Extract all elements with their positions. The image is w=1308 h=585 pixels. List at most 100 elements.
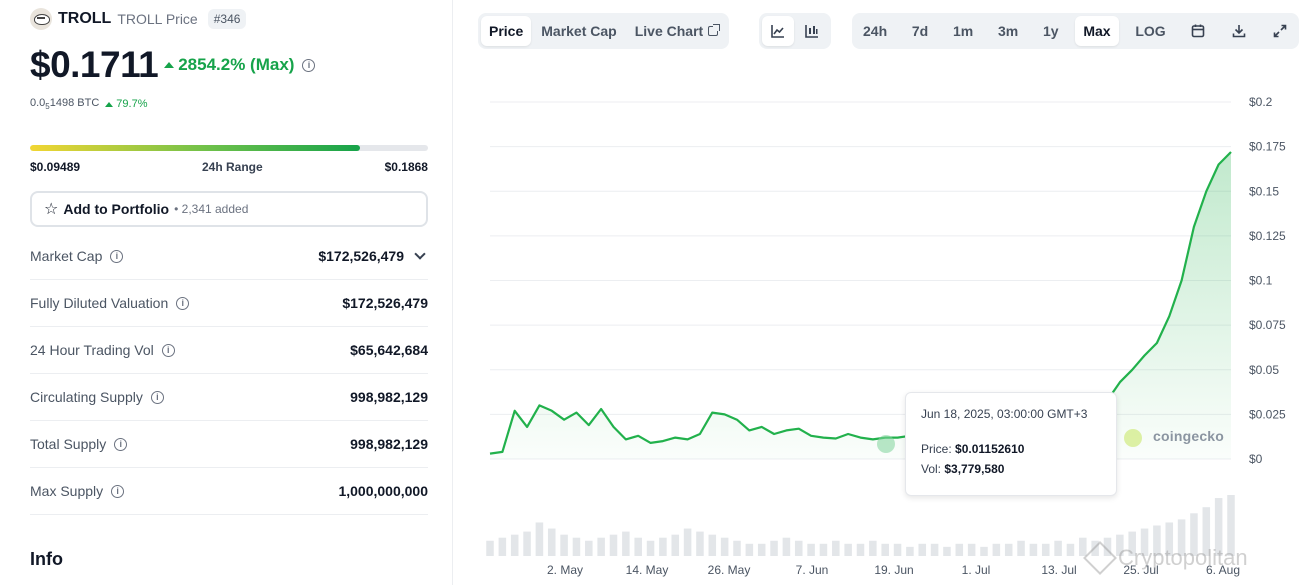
tab-range-24h[interactable]: 24h [863, 23, 888, 39]
rank-badge: #346 [207, 9, 247, 29]
price-chart[interactable]: $0.2 $0.175 $0.15 $0.125 $0.1 $0.075 $0.05 $0.0… [486, 80, 1308, 585]
range-bar [30, 145, 428, 151]
volume-bar [881, 543, 889, 556]
tab-live-chart-label: Live Chart [634, 23, 704, 39]
range-high: $0.1868 [384, 160, 428, 174]
candlestick-icon [805, 25, 818, 38]
x-tick-label: 6. Aug [1206, 563, 1240, 577]
volume-bar [659, 537, 667, 556]
info-heading: Info [30, 549, 63, 569]
x-tick-label: 14. May [626, 563, 669, 577]
tab-live-chart[interactable]: Live Chart [627, 16, 726, 46]
stat-value: $172,526,479 [318, 248, 404, 264]
stat-value: 998,982,129 [350, 436, 428, 452]
fullscreen-button[interactable] [1264, 16, 1296, 46]
volume-bar [547, 528, 556, 556]
volume-bar [683, 528, 692, 556]
volume-bar [1177, 519, 1186, 556]
stat-row-total-supply: Total Supply i 998,982,129 [30, 421, 428, 468]
cryptopolitan-watermark: Cryptopolitan [1083, 541, 1248, 575]
volume-bar [572, 537, 581, 556]
volume-bar [733, 540, 741, 556]
coin-header: TROLL TROLL Price #346 [30, 8, 247, 30]
range-label: 24h Range [201, 160, 263, 174]
hover-markers [877, 429, 1142, 453]
btc-price: 0.051498 BTC [30, 97, 100, 112]
info-icon[interactable]: i [176, 296, 190, 310]
tab-log-scale[interactable]: LOG [1135, 23, 1166, 39]
chart-view-tabs: Price Market Cap Live Chart [478, 13, 730, 49]
stat-label: Fully Diluted Valuation [30, 295, 169, 311]
volume-bar [486, 540, 494, 556]
volume-bar [1165, 522, 1174, 556]
volume-bar [1029, 543, 1038, 556]
tab-range-max[interactable]: Max [1075, 16, 1119, 46]
tab-range-1y[interactable]: 1y [1043, 23, 1059, 39]
volume-bar [1214, 498, 1223, 556]
stat-label: Circulating Supply [30, 389, 143, 405]
volume-bar [1066, 543, 1075, 556]
volume-bar [585, 540, 593, 556]
chevron-down-icon[interactable] [414, 248, 426, 260]
stat-row-fdv: Fully Diluted Valuation i $172,526,479 [30, 280, 428, 327]
troll-logo-icon [30, 8, 52, 30]
volume-bar [794, 540, 803, 556]
y-tick-label: $0.15 [1249, 184, 1279, 198]
volume-bar [943, 546, 951, 556]
volume-bar [893, 543, 902, 556]
volume-bar [832, 540, 840, 556]
volume-bars [486, 495, 1235, 556]
caret-up-icon [164, 62, 175, 68]
volume-bar [1004, 543, 1013, 556]
volume-bar [1079, 537, 1087, 556]
line-chart-button[interactable] [762, 16, 794, 46]
info-icon[interactable]: i [110, 249, 124, 263]
tab-market-cap[interactable]: Market Cap [541, 23, 617, 39]
volume-bar [1128, 531, 1136, 556]
price-change: 2854.2% (Max) [164, 55, 294, 75]
tooltip-vol-label: Vol: [921, 462, 942, 476]
volume-bar [671, 534, 680, 556]
tab-range-7d[interactable]: 7d [911, 23, 929, 39]
volume-bar [918, 543, 927, 556]
tab-range-3m[interactable]: 3m [998, 23, 1019, 39]
volume-bar [1054, 540, 1062, 556]
line-chart-icon [771, 25, 784, 38]
coingecko-logo: coingecko [1153, 428, 1225, 444]
volume-bar [757, 543, 766, 556]
volume-bar [819, 543, 828, 556]
download-button[interactable] [1223, 16, 1255, 46]
x-tick-label: 1. Jul [962, 563, 991, 577]
stat-label: 24 Hour Trading Vol [30, 342, 154, 358]
info-icon[interactable]: i [150, 390, 164, 404]
info-icon[interactable]: i [111, 484, 125, 498]
info-icon[interactable]: i [114, 437, 128, 451]
info-icon[interactable]: i [302, 58, 316, 72]
y-tick-label: $0 [1249, 452, 1263, 466]
volume-bar [1116, 534, 1124, 556]
volume-bar [1202, 507, 1211, 556]
tab-price[interactable]: Price [481, 16, 532, 46]
volume-bar [906, 546, 914, 556]
btc-change-value: 79.7% [116, 98, 148, 111]
download-icon [1232, 25, 1246, 38]
volume-bar [1140, 528, 1149, 556]
y-tick-label: $0.125 [1249, 229, 1286, 243]
volume-bar [720, 537, 729, 556]
x-tick-label: 26. May [708, 563, 751, 577]
volume-bar [597, 537, 605, 556]
x-tick-label: 13. Jul [1041, 563, 1076, 577]
tab-range-1m[interactable]: 1m [953, 23, 974, 39]
external-link-icon [708, 24, 721, 36]
volume-bar [646, 540, 655, 556]
add-to-portfolio-button[interactable]: ☆ Add to Portfolio • 2,341 added [30, 191, 428, 227]
info-icon[interactable]: i [161, 343, 175, 357]
btc-price-row: 0.051498 BTC 79.7% [30, 97, 147, 111]
volume-bar [980, 546, 988, 556]
stat-row-circulating-supply: Circulating Supply i 998,982,129 [30, 374, 428, 421]
portfolio-added-count: • 2,341 added [174, 202, 249, 216]
calendar-icon [1192, 24, 1205, 38]
calendar-button[interactable] [1182, 16, 1214, 46]
x-tick-label: 7. Jun [796, 563, 829, 577]
candlestick-chart-button[interactable] [796, 16, 828, 46]
